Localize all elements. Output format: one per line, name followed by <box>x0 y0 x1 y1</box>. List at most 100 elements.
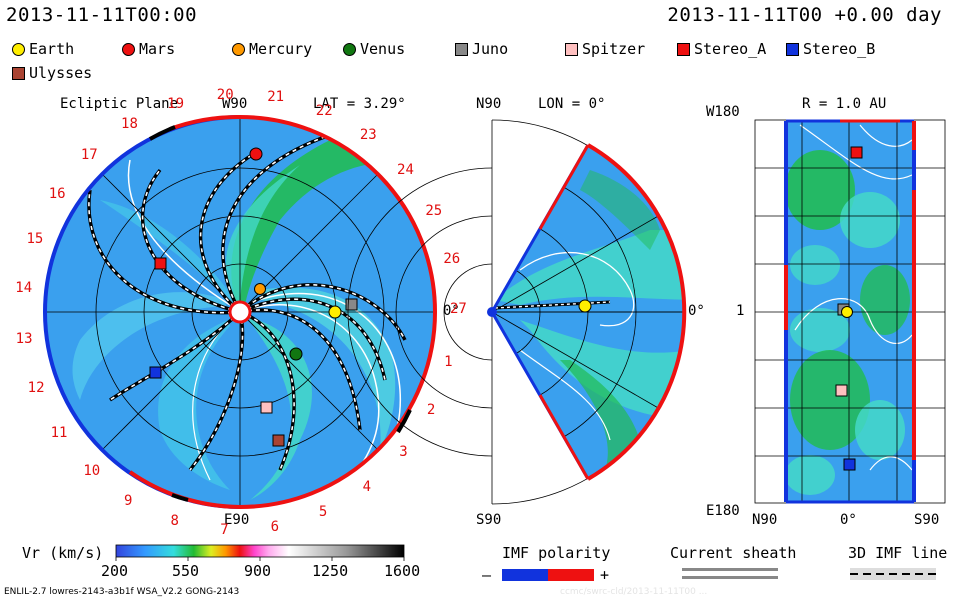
sector-number-21: 21 <box>267 88 285 105</box>
ecliptic-title: Ecliptic Plane <box>60 96 179 112</box>
sector-number-2: 2 <box>426 401 436 418</box>
circle-marker-icon <box>232 43 245 56</box>
watermark-footer: ccmc/swrc-cld/2013-11-11T00 ... <box>560 587 708 597</box>
sector-number-13: 13 <box>15 330 33 347</box>
mars-marker <box>249 147 263 161</box>
colorbar-tick-1600: 1600 <box>384 562 421 580</box>
latlon-top-left: W180 <box>706 104 740 120</box>
sector-number-6: 6 <box>270 518 280 535</box>
ecliptic-top-label: W90 <box>222 96 248 112</box>
sector-number-15: 15 <box>26 231 44 248</box>
imf-positive-bar <box>548 569 594 581</box>
sector-number-19: 19 <box>167 95 185 112</box>
stereo-a-marker-ll <box>850 146 863 159</box>
ecliptic-bottom-label: E90 <box>224 512 250 528</box>
sector-number-4: 4 <box>362 478 372 495</box>
sector-number-22: 22 <box>315 102 333 119</box>
legend-label: Stereo_B <box>803 40 876 58</box>
legend-item-stereo-b: Stereo_B <box>786 40 875 58</box>
legend-label: Spitzer <box>582 40 646 58</box>
sector-number-20: 20 <box>216 86 234 103</box>
legend-item-mars: Mars <box>122 40 175 58</box>
legend-label: Earth <box>29 40 75 58</box>
square-marker-icon <box>786 43 799 56</box>
imf-minus: – <box>482 566 492 584</box>
latlon-left-mid: 1 <box>736 303 745 319</box>
juno-marker <box>345 298 358 311</box>
sector-number-23: 23 <box>359 127 377 144</box>
sector-number-9: 9 <box>123 493 133 510</box>
square-marker-icon <box>455 43 468 56</box>
legend-item-spitzer: Spitzer <box>565 40 645 58</box>
datetime-left: 2013-11-11T00:00 <box>6 4 198 26</box>
imf-negative-bar <box>502 569 548 581</box>
legend-label: Stereo_A <box>694 40 767 58</box>
imf-polarity-label: IMF polarity <box>502 544 611 562</box>
sector-number-8: 8 <box>170 513 179 530</box>
venus-marker <box>289 347 303 361</box>
ecliptic-right-label: 0° <box>443 303 460 319</box>
ecliptic-panel <box>43 114 437 509</box>
sector-number-27: 27 <box>449 300 467 317</box>
legend-item-earth: Earth <box>12 40 74 58</box>
sector-number-5: 5 <box>318 503 328 520</box>
meridional-lon: LON = 0° <box>538 96 606 112</box>
legend-item-stereo-a: Stereo_A <box>677 40 766 58</box>
earth-marker <box>328 305 342 319</box>
legend-item-ulysses: Ulysses <box>12 64 92 82</box>
colorbar-tick-900: 900 <box>244 562 272 580</box>
latlon-x-label-s90: S90 <box>914 512 940 528</box>
sector-number-25: 25 <box>425 203 443 220</box>
mercury-marker <box>254 283 266 295</box>
meridional-panel <box>347 119 687 505</box>
legend-label: Mars <box>139 40 176 58</box>
square-marker-icon <box>565 43 578 56</box>
spitzer-marker-ll <box>835 384 848 397</box>
sector-number-3: 3 <box>399 443 408 460</box>
latlon-x-label-n90: N90 <box>752 512 778 528</box>
meridional-bottom-label: S90 <box>476 512 502 528</box>
meridional-right-label: 0° <box>688 303 705 319</box>
vr-colorbar <box>115 544 405 558</box>
sector-number-18: 18 <box>121 116 138 133</box>
latlon-panel <box>754 119 946 504</box>
legend-label: Ulysses <box>29 64 93 82</box>
earth-marker-ll <box>841 306 853 318</box>
square-marker-icon <box>677 43 690 56</box>
imf-line-label: 3D IMF line <box>848 544 948 562</box>
sector-number-26: 26 <box>443 250 461 267</box>
colorbar-tick-1250: 1250 <box>312 562 349 580</box>
model-footer: ENLIL-2.7 lowres-2143-a3b1f WSA_V2.2 GON… <box>4 587 240 597</box>
sector-number-16: 16 <box>48 185 66 202</box>
sector-number-12: 12 <box>27 379 45 396</box>
spitzer-marker <box>260 401 273 414</box>
sector-number-24: 24 <box>397 161 414 178</box>
sector-number-14: 14 <box>15 280 33 297</box>
colorbar-tick-200: 200 <box>101 562 129 580</box>
legend-item-juno: Juno <box>455 40 508 58</box>
sector-number-1: 1 <box>444 354 453 371</box>
colorbar-tick-550: 550 <box>172 562 200 580</box>
ecliptic-lat: LAT = 3.29° <box>313 96 406 112</box>
imf-plus: + <box>600 566 610 584</box>
stereo-b-marker <box>149 366 162 379</box>
circle-marker-icon <box>122 43 135 56</box>
earth-marker-meridional <box>578 299 592 313</box>
legend-label: Juno <box>472 40 509 58</box>
latlon-title: R = 1.0 AU <box>802 96 887 112</box>
stereo-a-marker <box>154 257 167 270</box>
latlon-bottom-left: E180 <box>706 503 740 519</box>
legend-label: Mercury <box>249 40 313 58</box>
circle-marker-icon <box>343 43 356 56</box>
latlon-x-label-0: 0° <box>840 512 857 528</box>
legend-label: Venus <box>360 40 406 58</box>
datetime-right: 2013-11-11T00 +0.00 day <box>667 4 942 26</box>
legend-item-venus: Venus <box>343 40 405 58</box>
colorbar-label: Vr (km/s) <box>22 544 104 562</box>
legend-item-mercury: Mercury <box>232 40 312 58</box>
meridional-top-label: N90 <box>476 96 502 112</box>
square-marker-icon <box>12 67 25 80</box>
stereo-b-marker-ll <box>843 458 856 471</box>
ecliptic-objects <box>149 147 358 447</box>
